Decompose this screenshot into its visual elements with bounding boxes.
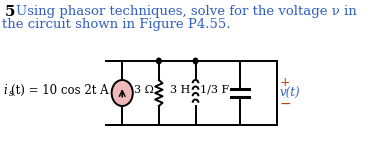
- Circle shape: [193, 58, 198, 64]
- Text: 3 Ω: 3 Ω: [134, 85, 154, 95]
- Text: (t) = 10 cos 2t A: (t) = 10 cos 2t A: [12, 84, 109, 97]
- Text: 3 H: 3 H: [170, 85, 191, 95]
- Text: 1/3 F: 1/3 F: [200, 85, 229, 95]
- Text: +: +: [279, 75, 290, 88]
- Text: −: −: [279, 97, 291, 111]
- Text: the circuit shown in Figure P4.55.: the circuit shown in Figure P4.55.: [3, 18, 231, 31]
- Circle shape: [112, 80, 133, 106]
- Circle shape: [157, 58, 161, 64]
- Text: s: s: [9, 90, 13, 99]
- Text: i: i: [3, 84, 7, 97]
- Text: Using phasor techniques, solve for the voltage ν in: Using phasor techniques, solve for the v…: [16, 5, 357, 18]
- Text: v(t): v(t): [279, 86, 300, 99]
- Text: 5: 5: [5, 5, 15, 19]
